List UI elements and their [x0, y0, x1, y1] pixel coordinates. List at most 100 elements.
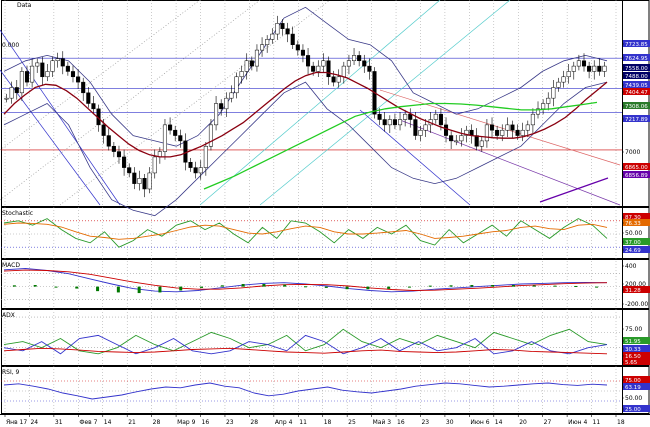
date-tick-label: 11 [593, 419, 601, 426]
macd-histogram-bar [595, 286, 599, 288]
price-value-badge [623, 163, 650, 170]
macd-pane-title: MACD [2, 262, 20, 269]
candle-body [234, 76, 239, 94]
macd-value-label: 400 [625, 263, 637, 270]
candle-body [535, 108, 541, 115]
trend-line [0, 0, 261, 201]
candle-body [576, 60, 581, 67]
candle-body [438, 113, 443, 126]
candle-body [285, 28, 290, 35]
candle-body [454, 140, 459, 143]
date-tick-label: Апр 4 [275, 419, 293, 426]
macd-histogram-bar [220, 285, 224, 287]
candle-body [510, 124, 515, 131]
date-tick-label: 23 [226, 419, 234, 426]
macd-histogram-bar [491, 285, 495, 287]
macd-pane-frame [1, 259, 650, 309]
price-value-badge [623, 72, 650, 79]
candle-body [280, 23, 285, 29]
date-tick-label: 30 [446, 419, 454, 426]
candle-body [387, 119, 392, 126]
candle-body [418, 129, 423, 136]
stochastic-value-badge [623, 213, 650, 220]
candle-body [587, 65, 592, 72]
candle-body [188, 162, 193, 168]
candle-body [239, 71, 244, 78]
candle-body [495, 129, 500, 136]
candle-body [581, 60, 587, 67]
price-pane-title: Data [17, 2, 32, 9]
macd-histogram-bar [428, 285, 432, 287]
stochastic-pane: Stochastic [1, 210, 622, 248]
date-tick-label: 18 [617, 419, 625, 426]
candle-body [193, 167, 198, 174]
candle-body [474, 135, 479, 147]
stochastic-value-label: 50.00 [625, 230, 642, 237]
candle-body [137, 178, 142, 184]
stochastic-d-line [3, 222, 608, 240]
trend-line [359, 109, 471, 206]
price-value-badge [623, 54, 650, 61]
moving-average-slow-line [203, 101, 598, 190]
macd-histogram-bar [116, 286, 120, 293]
candle-body [260, 44, 265, 51]
macd-value-badge [623, 286, 650, 293]
candle-body [479, 140, 484, 147]
candle-body [352, 55, 357, 62]
date-axis: Янв 17 24 31 Фев 7 14 21 28 Мар 9 16 23 28 Апр 4 11 1… [4, 414, 625, 426]
candle-body [413, 119, 418, 136]
candle-body [561, 76, 566, 83]
candle-body [306, 55, 311, 67]
candle-body [484, 124, 489, 142]
macd-histogram-bar [283, 284, 287, 287]
candle-body [91, 103, 96, 110]
trend-line [199, 0, 441, 206]
macd-histogram-bar [532, 285, 536, 287]
candle-body [459, 135, 464, 142]
candle-body [70, 71, 76, 78]
candle-body [408, 113, 413, 120]
date-tick-label: Июн 6 [470, 419, 489, 426]
date-tick-label: 25 [348, 419, 356, 426]
candle-body [331, 76, 336, 83]
macd-histogram-bar [241, 284, 245, 287]
candle-body [377, 113, 382, 120]
rsi-value-badge [623, 405, 650, 412]
candle-body [178, 135, 183, 142]
macd-histogram-bar [387, 286, 391, 289]
candle-body [142, 178, 147, 190]
candle-body [14, 87, 19, 94]
stochastic-value-badge [623, 246, 650, 253]
candle-body [132, 172, 137, 184]
date-tick-label: Мар 9 [177, 419, 196, 426]
adx-value-label: 16.50 [625, 354, 641, 360]
rsi-value-label: 50.00 [625, 395, 642, 402]
macd-histogram-bar [262, 284, 266, 287]
price-value-badge [623, 102, 650, 109]
trend-line [259, 0, 511, 206]
date-tick-label: 16 [202, 419, 210, 426]
adx-pane: ADX [1, 312, 622, 355]
date-tick-label: 16 [397, 419, 405, 426]
macd-histogram-bar [470, 285, 474, 287]
candle-body [224, 97, 229, 110]
date-tick-label: Июн 4 [568, 419, 587, 426]
candle-body [76, 76, 81, 83]
candle-body [597, 65, 602, 72]
macd-histogram-bar [449, 285, 453, 287]
trend-line [399, 119, 621, 206]
date-tick-label: Янв 17 [6, 419, 27, 426]
candle-body [254, 49, 259, 67]
price-value-label: 7439.05 [625, 83, 648, 89]
candle-body [341, 65, 346, 78]
candle-body [219, 103, 224, 110]
stochastic-value-label: 76.33 [625, 221, 641, 227]
adx-value-label: 30.33 [625, 347, 641, 353]
candle-body [183, 140, 188, 163]
candle-body [244, 60, 249, 72]
candle-body [423, 124, 428, 131]
